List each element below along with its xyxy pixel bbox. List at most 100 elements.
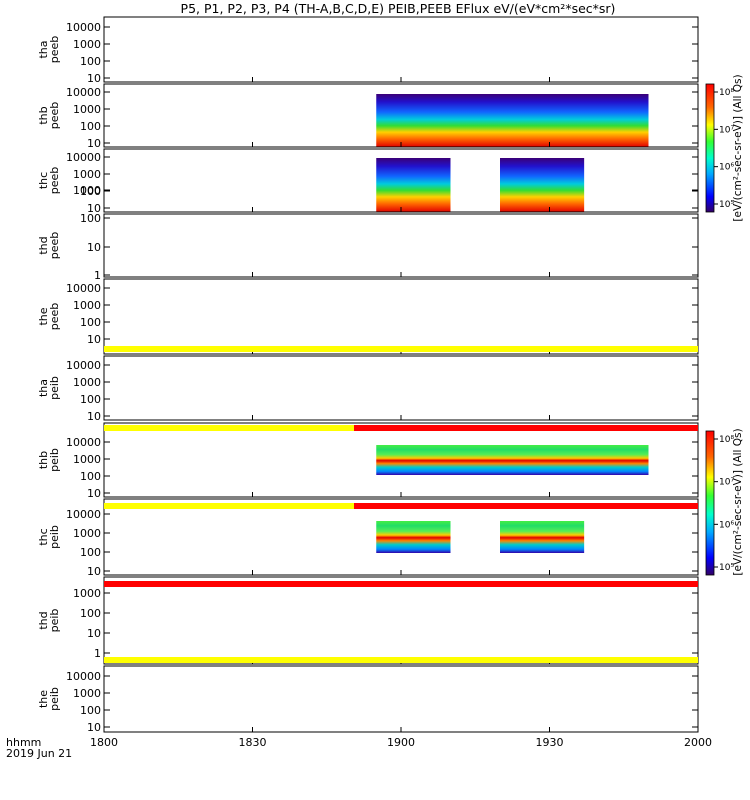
ytick-label: 10 [87,72,101,85]
panel-the-peib: 10 100 1000 10000 thepeib [37,665,699,734]
ytick-label: 10 [87,137,101,150]
ytick-label: 100 [80,212,101,225]
date-label: 2019 Jun 21 [6,747,72,760]
ytick-label: 1000 [73,168,101,181]
ytick-label: 100 [80,120,101,133]
spectrogram-block-thc-peeb-1 [376,158,451,212]
xtick-label: 1830 [239,736,267,749]
panel-ylabel: thbpeib [37,448,61,472]
mode-status-bar [104,503,354,509]
ytick-label: 10000 [66,86,101,99]
ytick-label: 1 [94,647,101,660]
panel-thd-peib: 1 10 100 1000 thdpeib [37,576,699,665]
ytick-label: 10 [87,487,101,500]
ytick-label: 10 [87,202,101,215]
ytick-label: 10 [87,721,101,734]
spectrogram-block-thc-peib-1 [376,521,451,553]
colorbar-tick-label: 10⁷ [719,125,734,135]
mode-status-bar [354,425,698,431]
time-axis-label: hhmm [6,736,41,749]
spectrogram-block-thb-peib-1 [376,445,649,475]
ytick-label: 1000 [73,527,101,540]
panel-ylabel: thcpeeb [37,167,61,195]
panel-frame [103,16,699,83]
colorbar-tick-label: 10⁷ [719,478,734,488]
panel-ylabel: thepeib [37,687,61,711]
xtick-label: 1930 [536,736,564,749]
spectrogram-block-thc-peib-2 [500,521,585,553]
ytick-label: 10 [87,333,101,346]
ytick-label: 10000 [66,436,101,449]
panel-ylabel: thcpeib [37,525,61,549]
xtick-label: 1900 [387,736,415,749]
colorbar-label: [eV/(cm²-sec-sr-eV)] (All Qs) [732,428,744,575]
ytick-label: 1000 [73,453,101,466]
mode-status-bar [104,346,698,352]
ytick-label: 10 [87,410,101,423]
ytick-label: 1000 [73,687,101,700]
ytick-label: 1000 [73,299,101,312]
ytick-label: 1000 [73,376,101,389]
mode-status-bar [104,581,698,587]
ytick-label: 10 [87,627,101,640]
colorbar-tick-label: 10⁶ [719,163,734,173]
ytick-label: 10000 [66,359,101,372]
colorbar-1: 10⁵ 10⁶ 10⁷ 10⁸[eV/(cm²-sec-sr-eV)] (All Qs… [705,74,744,222]
spectrogram-block-thc-peeb-2 [500,158,585,212]
panel-thb-peeb: 10 100 1000 10000 thbpeeb [37,83,699,150]
panel-frame [103,278,699,355]
colorbar-scale [705,430,715,576]
ytick-label: 100 [80,55,101,68]
ytick-label: 1000 [73,184,101,197]
panel-ylabel: thdpeeb [37,232,61,260]
panel-tha-peeb: 10 100 1000 10000 thapeeb [37,16,699,85]
xtick-label: 2000 [684,736,712,749]
colorbar-tick-label: 10⁵ [719,563,734,573]
colorbar-tick-label: 10⁸ [719,435,734,445]
ytick-label: 10000 [66,508,101,521]
ytick-label: 10000 [66,21,101,34]
spectrogram-block-thb-peeb-1 [376,94,649,147]
ytick-label: 100 [80,470,101,483]
panel-frame [103,213,699,278]
panel-ylabel: thapeib [37,376,61,400]
panel-tha-peib: 10 100 1000 10000 thapeib [37,355,699,423]
ytick-label: 10000 [66,670,101,683]
panel-ylabel: thdpeib [37,609,61,633]
colorbar-tick-label: 10⁶ [719,520,734,530]
panel-frame [103,576,699,665]
colorbar-label: [eV/(cm²-sec-sr-eV)] (All Qs) [732,74,744,221]
ytick-label: 1000 [73,103,101,116]
ytick-label: 100 [80,185,101,198]
ytick-label: 10000 [66,282,101,295]
panel-ylabel: thapeeb [37,36,61,64]
ytick-label: 10 [87,241,101,254]
colorbar-tick-label: 10⁵ [719,200,734,210]
ytick-label: 100 [80,546,101,559]
panel-ylabel: thepeeb [37,303,61,331]
ytick-label: 10 [87,565,101,578]
mode-status-bar [104,657,698,663]
xtick-label: 1800 [90,736,118,749]
panel-thc-peib: 10 100 1000 10000 thcpeib [37,498,699,578]
colorbar-2: 10⁵ 10⁶ 10⁷ 10⁸[eV/(cm²-sec-sr-eV)] (All Qs… [705,428,744,576]
ytick-label: 100 [80,607,101,620]
mode-status-bar [354,503,698,509]
mode-status-bar [104,425,354,431]
panel-frame [103,355,699,421]
panel-ylabel: thbpeeb [37,102,61,130]
ytick-label: 10000 [66,151,101,164]
colorbar-scale [705,83,715,213]
ytick-label: 100 [80,316,101,329]
ytick-label: 100 [80,704,101,717]
colorbar-tick-label: 10⁸ [719,88,734,98]
panel-frame [103,665,699,733]
ytick-label: 1000 [73,587,101,600]
figure-title: P5, P1, P2, P3, P4 (TH-A,B,C,D,E) PEIB,P… [181,1,616,16]
panel-the-peeb: 10 100 1000 10000 thepeeb [37,278,699,355]
ytick-label: 100 [80,393,101,406]
ytick-label: 1000 [73,38,101,51]
